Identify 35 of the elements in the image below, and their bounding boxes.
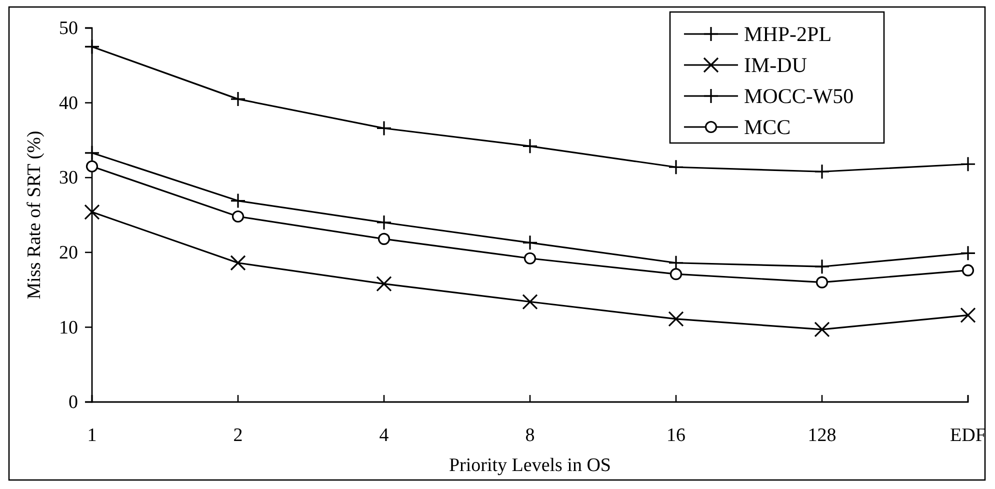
point <box>960 156 976 172</box>
x-tick-label: EDF <box>950 425 986 446</box>
point <box>962 264 974 276</box>
point <box>814 322 830 338</box>
point <box>524 252 536 264</box>
point <box>668 311 684 327</box>
point <box>522 294 538 310</box>
point <box>670 268 682 280</box>
point <box>86 160 98 172</box>
x-axis-title: Priority Levels in OS <box>448 455 612 476</box>
legend-label: IM-DU <box>744 53 807 77</box>
y-tick-label: 30 <box>59 168 78 189</box>
y-tick-label: 10 <box>59 317 78 338</box>
point <box>376 276 392 292</box>
x-tick-label: 128 <box>808 425 836 446</box>
legend-label: MHP-2PL <box>744 22 832 46</box>
y-axis-title: Miss Rate of SRT (%) <box>24 130 45 300</box>
point <box>960 307 976 324</box>
point <box>230 255 246 271</box>
y-tick-label: 40 <box>59 92 78 114</box>
y-tick-label: 20 <box>59 242 78 264</box>
legend-label: MOCC-W50 <box>744 84 854 108</box>
point <box>960 245 976 261</box>
legend-label: MCC <box>744 115 791 139</box>
x-tick-label: 8 <box>525 425 535 446</box>
x-tick-label: 4 <box>379 425 390 446</box>
point <box>378 232 390 245</box>
y-tick-label: 0 <box>68 392 78 414</box>
point <box>232 210 244 223</box>
x-tick-label: 16 <box>666 425 686 446</box>
x-tick-label: 2 <box>233 425 243 446</box>
x-tick-label: 1 <box>87 425 97 446</box>
point <box>816 276 828 288</box>
point <box>84 204 100 220</box>
y-tick-label: 50 <box>59 18 78 40</box>
